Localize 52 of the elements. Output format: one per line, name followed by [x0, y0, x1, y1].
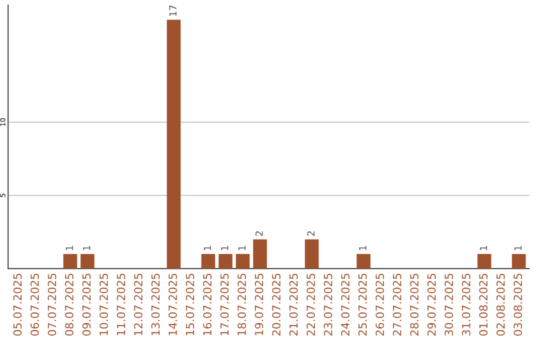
x-tick-label: 09.07.2025: [82, 274, 91, 336]
bar: [304, 239, 319, 269]
data-label: 2: [255, 231, 263, 236]
x-tick-label: 08.07.2025: [65, 274, 74, 336]
x-tick-label: 05.07.2025: [13, 274, 22, 336]
data-label: 1: [66, 246, 73, 250]
x-tick-label: 16.07.2025: [203, 274, 212, 336]
x-tick-label: 24.07.2025: [341, 274, 350, 336]
x-tick-label: 26.07.2025: [376, 274, 384, 336]
x-tick-label: 01.08.2025: [479, 274, 488, 336]
x-tick-label: 22.07.2025: [306, 274, 316, 336]
x-tick-label: 28.07.2025: [410, 274, 419, 336]
data-label: 1: [83, 246, 90, 250]
x-tick-label: 06.07.2025: [30, 274, 39, 336]
data-label: 17: [169, 5, 176, 16]
x-tick-label: 17.07.2025: [220, 274, 229, 336]
x-tick-label: 21.07.2025: [289, 274, 298, 336]
bar: [63, 254, 78, 269]
bar: [512, 254, 526, 269]
data-label: 1: [204, 246, 211, 250]
x-tick-label: 14.07.2025: [168, 274, 177, 336]
bar: [218, 254, 232, 269]
bar: [477, 254, 492, 269]
x-tick-label: 30.07.2025: [444, 274, 454, 336]
x-tick-label: 23.07.2025: [324, 274, 332, 336]
x-tick-label: 31.07.2025: [462, 274, 470, 336]
bar: [201, 254, 216, 269]
x-tick-label: 18.07.2025: [238, 274, 246, 336]
data-label: 1: [221, 246, 228, 250]
x-tick-label: 11.07.2025: [116, 274, 126, 336]
data-label: 1: [238, 246, 246, 250]
x-tick-label: 15.07.2025: [186, 274, 194, 336]
x-tick-label: 02.08.2025: [496, 274, 505, 336]
bar: [236, 254, 250, 269]
bar: [166, 20, 181, 269]
x-tick-label: 03.08.2025: [514, 274, 522, 336]
x-tick-label: 20.07.2025: [272, 274, 280, 336]
x-tick-label: 07.07.2025: [48, 274, 56, 336]
bar: [356, 254, 370, 269]
data-label: 2: [307, 231, 314, 236]
bar: [253, 239, 267, 269]
x-tick-label: 13.07.2025: [151, 274, 160, 336]
bar: [80, 254, 94, 269]
data-label: 1: [514, 246, 522, 250]
x-tick-label: 19.07.2025: [254, 274, 264, 336]
x-tick-label: 25.07.2025: [358, 274, 367, 336]
x-tick-label: 12.07.2025: [134, 274, 142, 336]
data-label: 1: [480, 246, 488, 250]
x-tick-label: 10.07.2025: [100, 274, 108, 336]
x-tick-label: 29.07.2025: [427, 274, 436, 336]
data-label: 1: [359, 246, 366, 250]
x-tick-label: 27.07.2025: [392, 274, 402, 336]
